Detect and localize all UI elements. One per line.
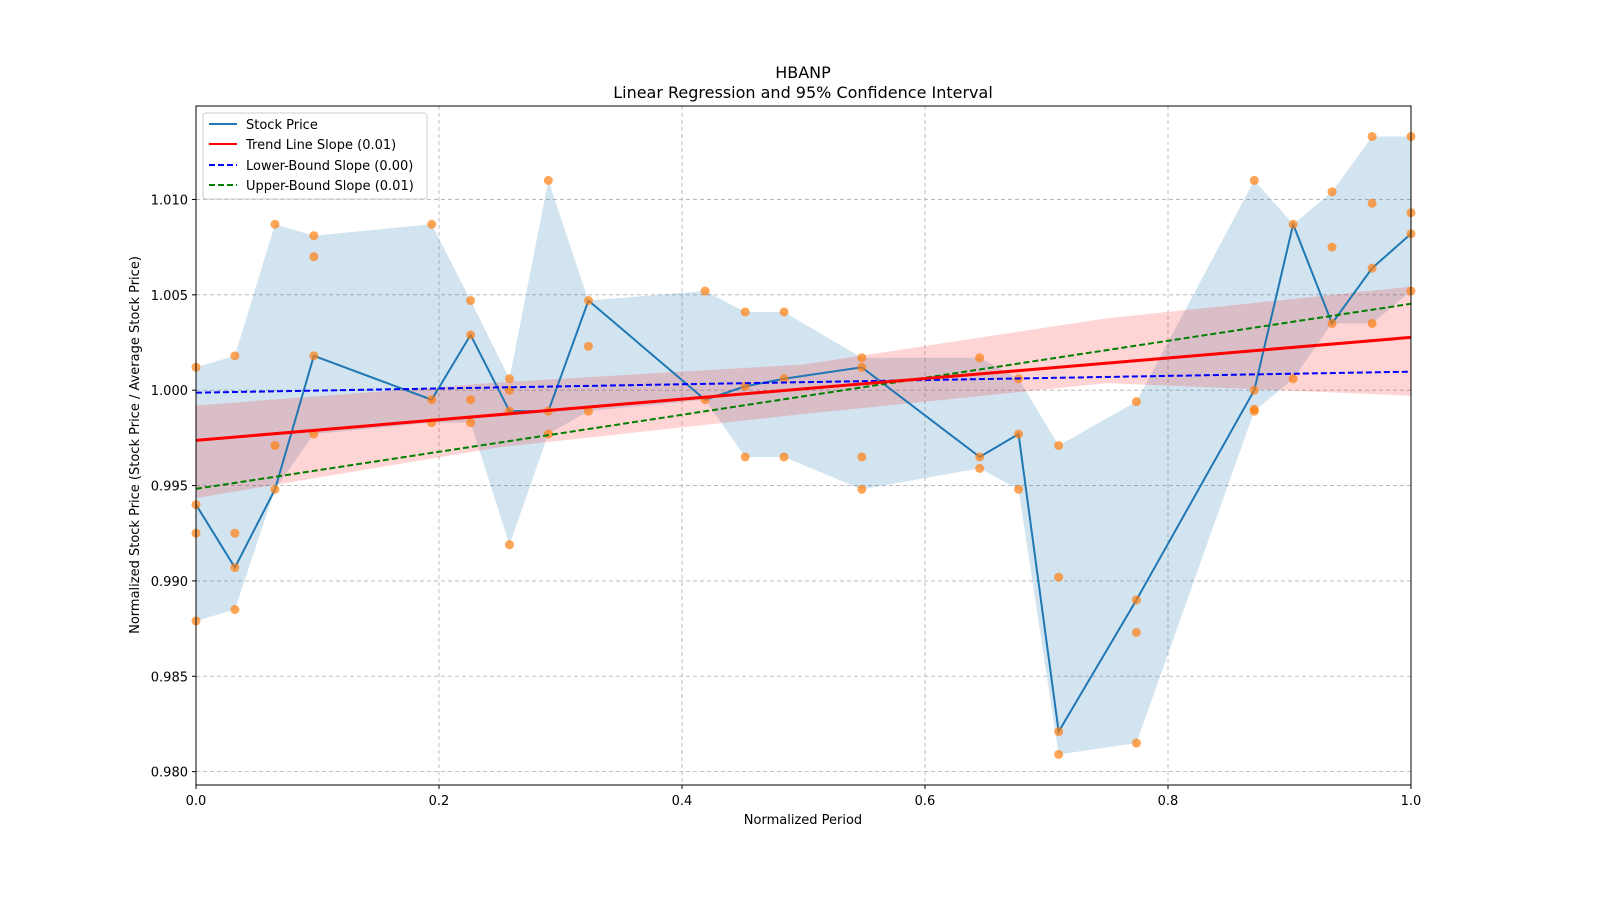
sample-point — [740, 452, 750, 462]
sample-point — [230, 528, 240, 538]
sample-point — [1249, 385, 1259, 395]
sample-point — [1131, 738, 1141, 748]
y-tick-label: 1.000 — [151, 384, 188, 399]
y-tick-label: 1.010 — [151, 193, 188, 208]
sample-point — [230, 563, 240, 573]
sample-point — [427, 219, 437, 229]
sample-point — [504, 540, 514, 550]
sample-point — [1131, 397, 1141, 407]
sample-point — [857, 353, 867, 363]
sample-point — [1249, 175, 1259, 185]
x-tick-label: 0.2 — [429, 794, 450, 809]
upper-bound-line — [195, 302, 1412, 490]
sample-point — [309, 231, 319, 241]
sample-point — [857, 362, 867, 372]
sample-point — [504, 374, 514, 384]
sample-point — [466, 296, 476, 306]
sample-point — [1327, 242, 1337, 252]
trend-confidence-band — [196, 286, 1411, 498]
legend-label-lower-bound: Lower-Bound Slope (0.00) — [246, 159, 413, 174]
lower-bound-line — [195, 370, 1412, 394]
sample-point — [1014, 429, 1024, 439]
x-tick-label: 0.4 — [672, 794, 693, 809]
legend-box — [202, 112, 428, 200]
sample-point — [230, 605, 240, 615]
axis-ticks: 0.0 0.2 0.4 0.6 0.8 1.0 0.980 0.985 0.990 0.995 1.… — [151, 193, 1422, 809]
plot-frame — [195, 105, 1412, 786]
y-tick-label: 1.005 — [151, 289, 188, 304]
sample-point — [1367, 198, 1377, 208]
sample-point — [1367, 132, 1377, 142]
y-tick-label: 0.980 — [151, 766, 188, 781]
sample-point — [1014, 484, 1024, 494]
plot-marks — [191, 132, 1416, 759]
sample-point — [1054, 572, 1064, 582]
sample-point — [270, 484, 280, 494]
chart-subtitle: Linear Regression and 95% Confidence Int… — [613, 83, 993, 102]
sample-point — [270, 441, 280, 450]
sample-point — [857, 452, 867, 462]
sample-point — [700, 286, 710, 296]
sample-point — [583, 296, 593, 306]
legend-label-stock-price: Stock Price — [246, 118, 318, 133]
x-axis-label: Normalized Period — [744, 813, 862, 828]
sample-point — [975, 353, 985, 363]
sample-point — [1288, 374, 1298, 384]
sample-point — [975, 463, 985, 473]
sample-point — [1327, 187, 1337, 197]
price-range-band — [196, 136, 1411, 755]
sample-point — [779, 452, 789, 462]
sample-point — [1327, 318, 1337, 328]
sample-point — [427, 395, 437, 405]
x-tick-label: 0.6 — [915, 794, 936, 809]
x-tick-label: 1.0 — [1401, 794, 1422, 809]
sample-point — [857, 484, 867, 494]
x-tick-label: 0.0 — [186, 794, 207, 809]
sample-point — [309, 252, 319, 262]
chart-title: HBANP — [775, 63, 831, 82]
sample-point — [1367, 318, 1377, 328]
sample-point — [466, 418, 476, 428]
sample-point — [1288, 219, 1298, 229]
legend-label-trend-line: Trend Line Slope (0.01) — [245, 138, 396, 153]
sample-point — [583, 341, 593, 351]
x-tick-label: 0.8 — [1158, 794, 1179, 809]
sample-point — [779, 374, 789, 384]
sample-point — [1131, 595, 1141, 605]
sample-point — [466, 330, 476, 340]
sample-point — [740, 307, 750, 317]
sample-point — [270, 219, 280, 229]
sample-point — [466, 395, 476, 405]
y-axis-label: Normalized Stock Price (Stock Price / Av… — [128, 256, 143, 634]
sample-point — [1054, 727, 1064, 737]
sample-point — [975, 452, 985, 462]
y-tick-label: 0.985 — [151, 670, 188, 685]
y-tick-label: 0.990 — [151, 575, 188, 590]
legend: Stock Price Trend Line Slope (0.01) Lowe… — [202, 112, 428, 200]
sample-point — [1367, 263, 1377, 273]
trend-line — [195, 335, 1412, 442]
sample-point — [543, 175, 553, 185]
sample-point — [583, 406, 593, 416]
sample-point — [230, 351, 240, 361]
sample-point — [309, 351, 319, 361]
y-tick-label: 0.995 — [151, 480, 188, 495]
sample-point — [1131, 627, 1141, 637]
sample-point — [543, 429, 553, 439]
sample-point — [1249, 406, 1259, 416]
sample-point — [779, 307, 789, 317]
sample-point — [1054, 749, 1064, 759]
legend-label-upper-bound: Upper-Bound Slope (0.01) — [246, 179, 414, 194]
sample-point — [1054, 441, 1064, 450]
